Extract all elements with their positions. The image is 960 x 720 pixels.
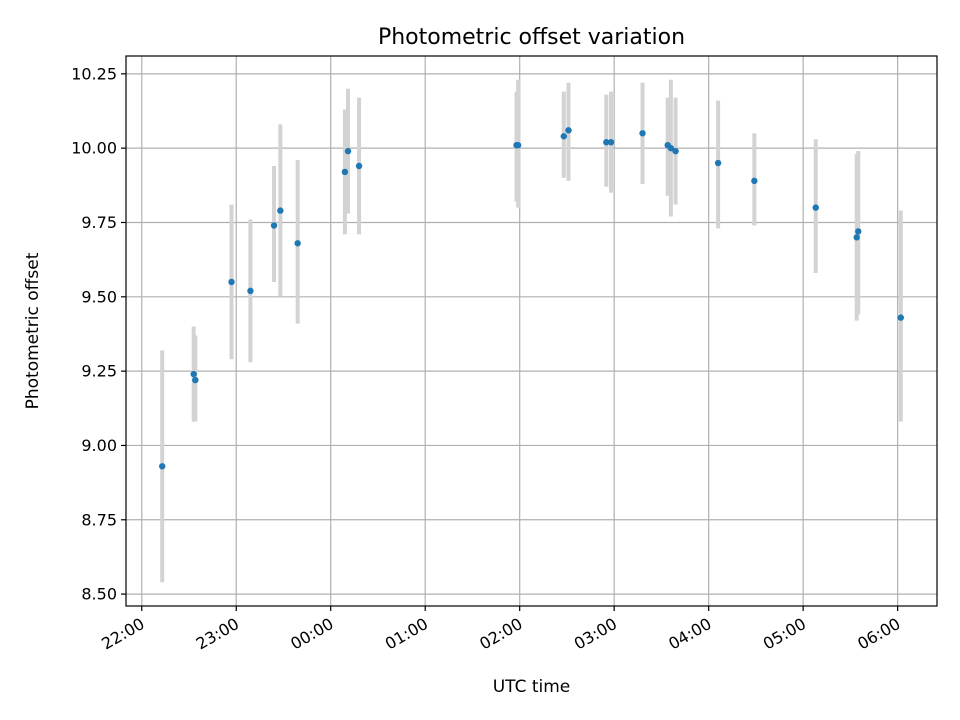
data-points — [159, 127, 904, 470]
data-point — [751, 177, 758, 185]
data-point — [855, 228, 862, 235]
data-point — [812, 204, 819, 211]
y-tick-label: 10.00 — [71, 139, 117, 158]
y-tick-label: 9.50 — [81, 287, 117, 306]
y-tick-label: 9.00 — [81, 436, 117, 455]
data-point — [192, 376, 199, 384]
data-point — [247, 287, 254, 295]
chart-title: Photometric offset variation — [378, 25, 685, 50]
x-tick-label: 01:00 — [382, 614, 431, 654]
data-point — [190, 370, 197, 378]
y-tick-label: 9.75 — [81, 213, 117, 232]
y-axis-label: Photometric offset — [23, 252, 43, 409]
x-tick-label: 02:00 — [476, 614, 525, 654]
data-point — [344, 147, 352, 155]
data-point — [639, 130, 646, 137]
y-tick-label: 9.25 — [81, 362, 117, 381]
data-point — [560, 133, 567, 140]
data-point — [714, 159, 722, 167]
x-tick-label: 23:00 — [193, 614, 242, 654]
data-point — [603, 139, 610, 146]
data-point — [294, 240, 301, 247]
data-point — [355, 162, 363, 170]
data-point — [277, 207, 284, 214]
x-tick-label: 22:00 — [98, 614, 147, 654]
data-point — [672, 147, 679, 155]
grid-lines — [126, 56, 937, 606]
error-bars — [160, 79, 903, 583]
y-tick-label: 10.25 — [71, 64, 117, 83]
y-tick-label: 8.75 — [81, 510, 117, 529]
x-tick-label: 06:00 — [854, 614, 903, 654]
data-point — [270, 222, 278, 229]
x-axis-label: UTC time — [493, 677, 571, 697]
x-tick-label: 00:00 — [287, 614, 336, 654]
data-point — [514, 141, 522, 149]
data-point — [159, 463, 166, 470]
data-point — [607, 139, 615, 146]
x-tick-label: 05:00 — [760, 614, 809, 654]
data-point — [853, 234, 860, 241]
data-point — [897, 314, 904, 321]
data-point — [565, 127, 572, 134]
data-point — [228, 278, 235, 286]
x-tick-label: 04:00 — [665, 614, 714, 654]
data-point — [667, 144, 675, 152]
data-point — [341, 168, 349, 176]
plot-frame — [125, 55, 938, 607]
x-tick-label: 03:00 — [571, 614, 620, 654]
y-tick-label: 8.50 — [81, 585, 117, 604]
